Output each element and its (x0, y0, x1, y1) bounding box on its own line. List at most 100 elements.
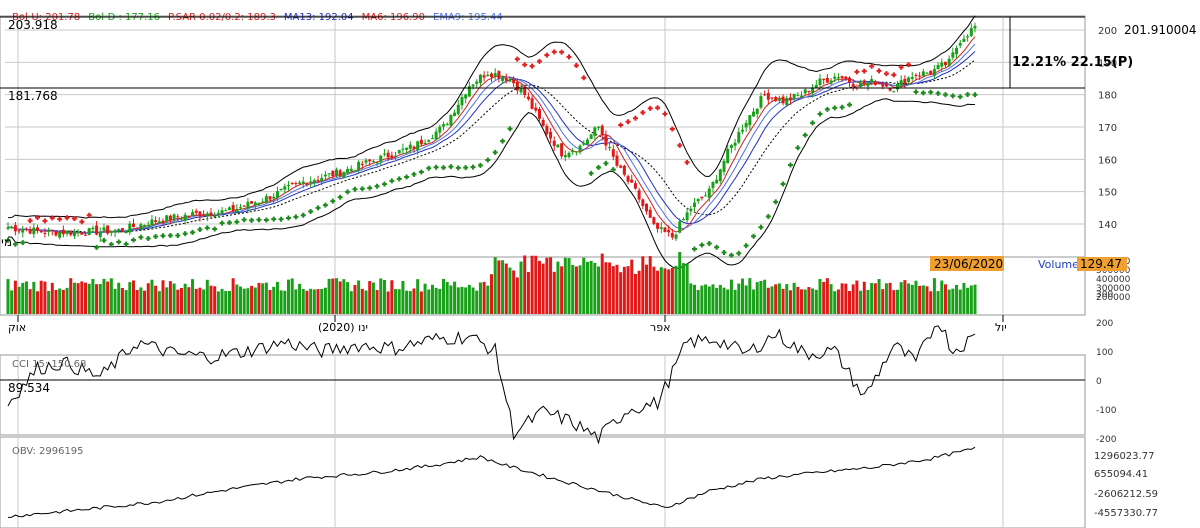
sar-marker (101, 237, 107, 243)
volume-bar (106, 281, 110, 314)
volume-bar (888, 282, 892, 314)
candle (622, 165, 626, 175)
volume-bar (6, 279, 10, 314)
candle (925, 72, 929, 74)
sar-marker (433, 164, 439, 170)
sar-marker (847, 102, 853, 108)
volume-bar (327, 278, 331, 314)
candle (120, 228, 124, 232)
candle (958, 43, 962, 46)
volume-bar (497, 260, 501, 314)
sar-marker (197, 227, 203, 233)
sar-marker (389, 178, 395, 184)
sar-marker (42, 218, 48, 224)
candle (914, 74, 918, 76)
candle (478, 74, 482, 84)
candle (475, 81, 479, 84)
volume-bar (689, 283, 693, 314)
candle (663, 227, 667, 232)
candle (467, 86, 471, 97)
volume-bar (814, 289, 818, 314)
volume-bar (585, 261, 589, 314)
sar-marker (751, 233, 757, 239)
volume-bar (630, 259, 634, 314)
volume-bar (150, 279, 154, 314)
volume-bar (80, 281, 84, 314)
sar-marker (514, 56, 520, 62)
volume-bar (91, 279, 95, 314)
volume-bar (283, 290, 287, 314)
sar-marker (618, 122, 624, 128)
candle (833, 76, 837, 79)
volume-bar (394, 289, 398, 314)
volume-bar (704, 284, 708, 314)
sar-marker (130, 237, 136, 243)
candle (287, 184, 291, 186)
candle (486, 74, 490, 77)
volume-bar (907, 283, 911, 314)
candle (626, 176, 630, 182)
volume-bar (405, 290, 409, 314)
candle (117, 229, 121, 231)
volume-bar (460, 286, 464, 314)
volume-bar (183, 283, 187, 314)
volume-bar (899, 282, 903, 314)
candle (283, 186, 287, 190)
candle (788, 97, 792, 101)
candle (176, 216, 180, 218)
candle (862, 80, 866, 85)
candle (589, 134, 593, 140)
sar-marker (559, 49, 565, 55)
volume-bar (811, 288, 815, 314)
sar-marker (500, 138, 506, 144)
candle (733, 142, 737, 146)
candle (430, 138, 434, 140)
candle (58, 232, 62, 238)
sar-marker (470, 164, 476, 170)
volume-bar (515, 277, 519, 314)
volume-bar (316, 289, 320, 314)
volume-bar (235, 284, 239, 314)
sar-marker (492, 149, 498, 155)
volume-bar (371, 282, 375, 314)
volume-bar (859, 290, 863, 314)
ma6-line (8, 36, 976, 234)
volume-bar (28, 289, 32, 314)
candle (619, 165, 623, 168)
candle (918, 75, 922, 77)
candle (582, 143, 586, 145)
sar-marker (182, 231, 188, 237)
x-tick-label: אפר (650, 321, 670, 334)
candle (501, 77, 505, 81)
sar-marker (278, 216, 284, 222)
moving-averages (8, 36, 976, 235)
volume-bar (519, 261, 523, 314)
volume-bar (707, 286, 711, 314)
ema9-line (8, 43, 976, 235)
volume-bar (298, 283, 302, 314)
volume-bars (6, 251, 977, 314)
volume-bar (574, 266, 578, 314)
volume-bar (231, 278, 235, 314)
volume-bar (191, 279, 195, 314)
volume-bar (866, 289, 870, 314)
volume-bar (855, 280, 859, 314)
range-label: 12.21% 22.15(P) (1012, 55, 1133, 70)
candle (633, 183, 637, 189)
candle (537, 109, 541, 119)
candle (615, 155, 619, 166)
volume-bar (168, 281, 172, 314)
candle (106, 225, 110, 234)
sar-marker (854, 69, 860, 75)
sar-marker (721, 249, 727, 255)
candle (567, 152, 571, 158)
sar-marker (507, 126, 513, 132)
volume-bar (382, 279, 386, 314)
volume-bar (416, 279, 420, 314)
volume-value: 129.47 (1080, 257, 1122, 271)
candle (504, 77, 508, 81)
sar-marker (160, 233, 166, 239)
candle (72, 231, 76, 237)
volume-bar (257, 282, 261, 314)
candle (87, 228, 91, 235)
